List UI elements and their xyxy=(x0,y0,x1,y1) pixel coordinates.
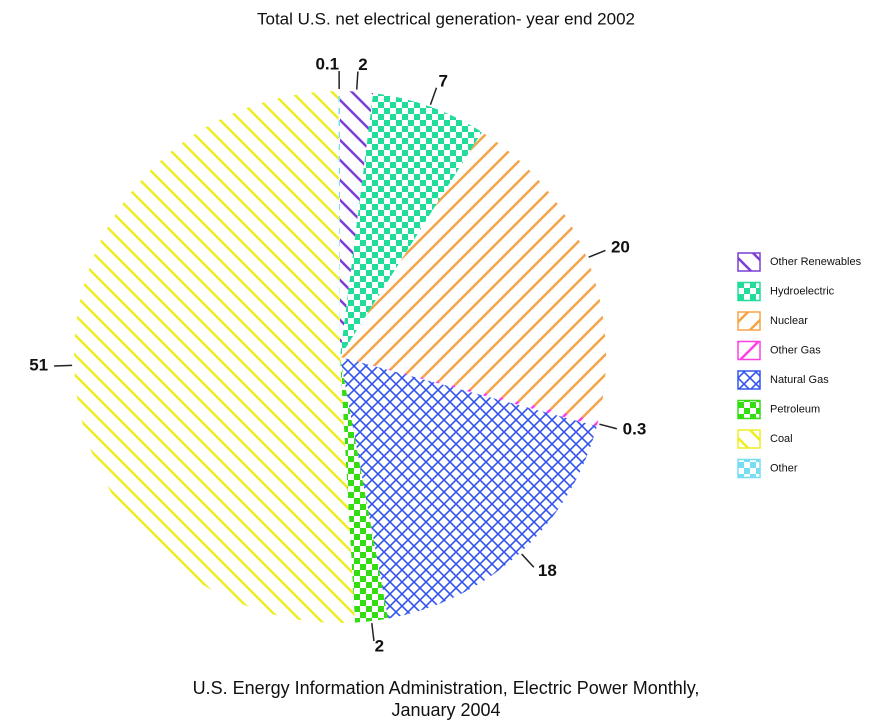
leader-line xyxy=(371,623,375,642)
legend-label: Other Gas xyxy=(770,344,821,356)
legend-swatch xyxy=(737,370,761,390)
legend-label: Other Renewables xyxy=(770,256,862,268)
data-label: 2 xyxy=(358,55,367,74)
legend-label: Natural Gas xyxy=(770,374,829,386)
leader-line xyxy=(599,423,618,430)
pie-slice xyxy=(340,357,599,427)
pie-slice xyxy=(338,91,340,357)
legend-swatch xyxy=(737,281,761,302)
leader-line xyxy=(588,249,606,258)
pie-slice xyxy=(74,91,355,624)
legend-label: Nuclear xyxy=(770,315,808,327)
data-label: 0.1 xyxy=(315,54,339,73)
legend-label: Hydroelectric xyxy=(770,285,835,297)
data-label: 0.3 xyxy=(623,420,647,439)
data-label: 7 xyxy=(439,72,448,91)
leader-line xyxy=(521,553,535,568)
legend-swatch xyxy=(737,458,761,479)
source-line: January 2004 xyxy=(391,700,500,720)
pie-slice xyxy=(340,132,606,422)
pie-slice xyxy=(340,357,597,619)
data-label: 2 xyxy=(375,636,384,655)
legend-swatch xyxy=(737,429,761,449)
legend-label: Petroleum xyxy=(770,403,820,415)
legend-swatch xyxy=(737,252,761,272)
pie-slice xyxy=(340,93,483,357)
legend-label: Coal xyxy=(770,433,793,445)
legend-swatch xyxy=(737,340,761,361)
data-label: 20 xyxy=(611,238,630,257)
legend-swatch xyxy=(737,399,761,420)
data-label: 51 xyxy=(29,356,48,375)
leader-line xyxy=(54,364,73,367)
pie-slice xyxy=(340,357,389,623)
leader-line xyxy=(429,87,438,105)
chart-title: Total U.S. net electrical generation- ye… xyxy=(257,9,635,28)
source-line: U.S. Energy Information Administration, … xyxy=(193,678,700,698)
pie-slice xyxy=(340,91,374,357)
leader-line xyxy=(356,71,359,90)
legend-label: Other xyxy=(770,462,798,474)
data-label: 18 xyxy=(538,561,557,580)
legend-swatch xyxy=(737,311,761,331)
